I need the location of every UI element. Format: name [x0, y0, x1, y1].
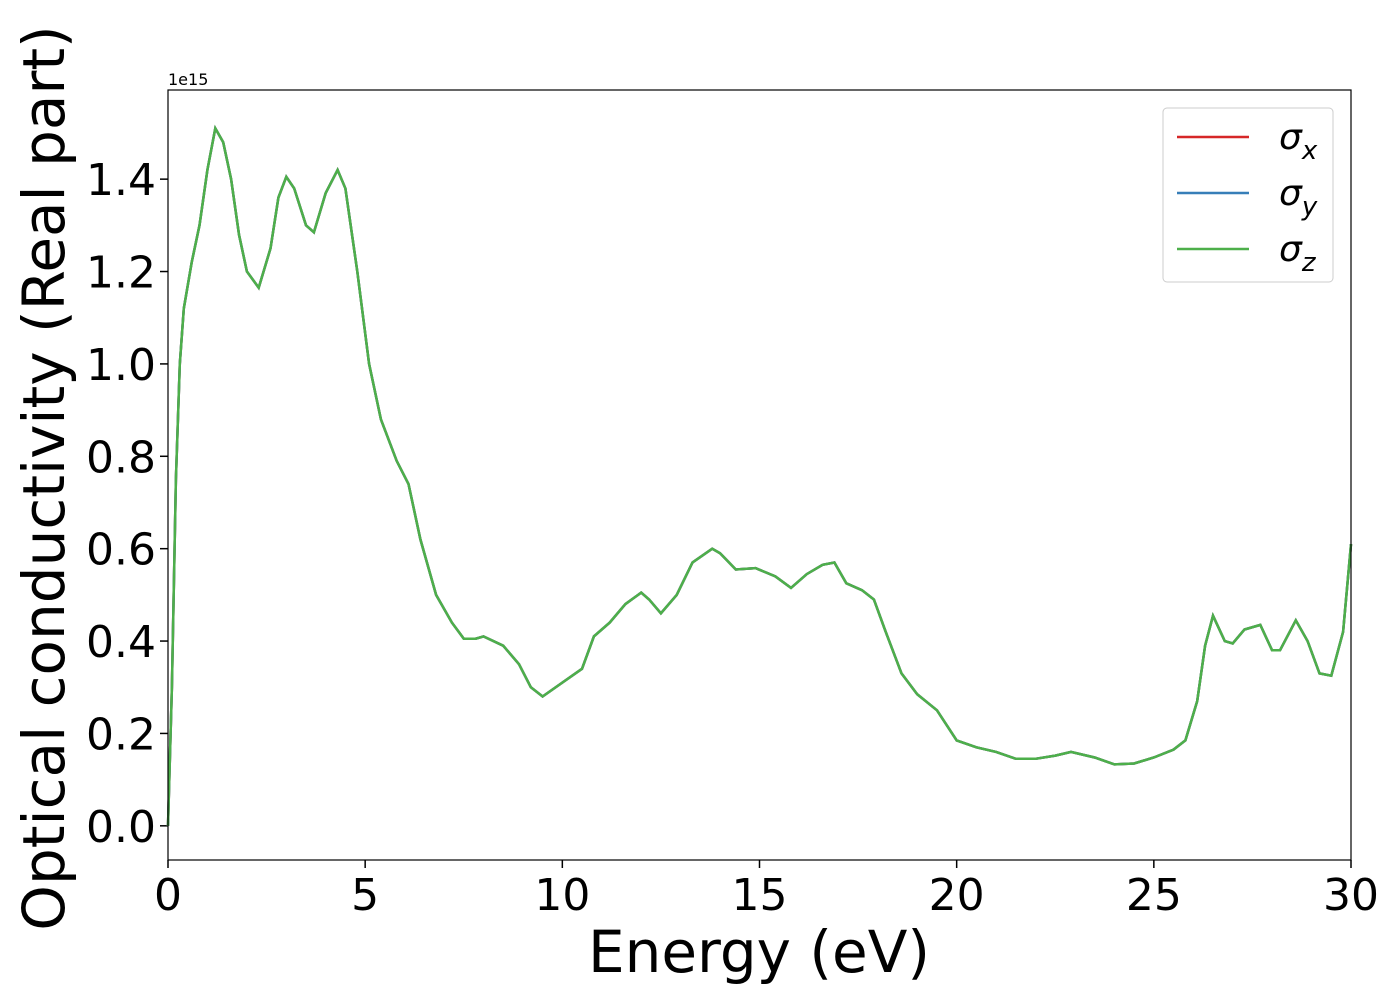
x-tick-label: 30: [1323, 870, 1379, 921]
x-tick-label: 25: [1126, 870, 1182, 921]
x-tick-label: 0: [154, 870, 182, 921]
legend-label: σy: [1279, 173, 1318, 222]
x-tick-label: 15: [732, 870, 788, 921]
x-axis-label: Energy (eV): [588, 918, 930, 986]
y-tick-label: 0.0: [86, 802, 156, 853]
legend-box: [1162, 107, 1334, 283]
y-tick-label: 1.0: [86, 340, 156, 391]
plot-frame: [167, 89, 1352, 861]
x-tick-label: 5: [351, 870, 379, 921]
y-axis-label: Optical conductivity (Real part): [10, 25, 78, 930]
y-tick-label: 0.8: [86, 432, 156, 483]
x-tick-label: 20: [929, 870, 985, 921]
x-tick-label: 10: [534, 870, 590, 921]
y-tick-label: 0.6: [86, 525, 156, 576]
y-tick-label: 1.4: [86, 155, 156, 206]
series-line: [166, 124, 1353, 826]
legend-label: σz: [1279, 229, 1317, 278]
y-tick-label: 0.4: [86, 617, 156, 668]
y-offset-text: 1e15: [168, 70, 208, 89]
y-tick-label: 0.2: [86, 709, 156, 760]
y-tick-label: 1.2: [86, 248, 156, 299]
legend-label: σx: [1279, 117, 1318, 166]
